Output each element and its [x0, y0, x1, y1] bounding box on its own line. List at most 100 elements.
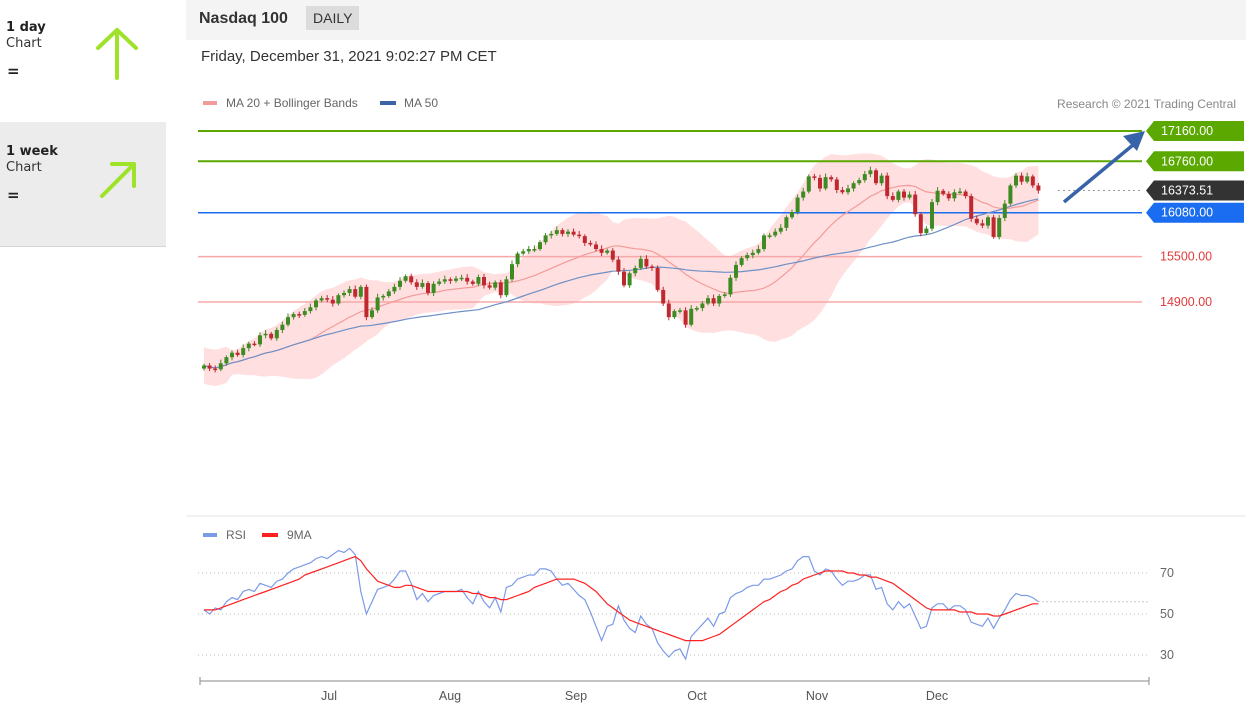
candle-body	[795, 197, 800, 212]
candle-body	[566, 231, 570, 234]
candle-body	[924, 228, 929, 234]
candle-body	[308, 307, 313, 312]
candle-body	[409, 276, 414, 283]
candle-body	[202, 365, 206, 369]
candle-body	[426, 283, 430, 293]
candle-body	[750, 252, 755, 256]
arrow-up-icon	[96, 28, 138, 80]
candle-body	[252, 343, 257, 346]
forecast-arrow	[1062, 138, 1141, 204]
rsi-ma-line	[204, 555, 1039, 642]
candle-body	[1036, 185, 1041, 191]
chart-panel: Nasdaq 100 DAILY Friday, December 31, 20…	[186, 0, 1246, 711]
candle-body	[683, 310, 688, 325]
candle-body	[627, 273, 632, 286]
candle-body	[885, 175, 890, 197]
x-tick-label: Jul	[321, 689, 337, 703]
candle-body	[476, 277, 481, 284]
candle-body	[778, 227, 783, 232]
candle-body	[230, 352, 234, 358]
candle-body	[258, 335, 262, 345]
candle-body	[241, 348, 246, 355]
candle-body	[907, 194, 912, 198]
candle-body	[846, 188, 850, 193]
candle-body	[896, 191, 901, 200]
candle-body	[571, 231, 576, 235]
bollinger-band-area	[204, 153, 1039, 386]
candle-body	[913, 194, 918, 215]
legend-rsi-ma-swatch	[262, 533, 278, 537]
candle-body	[280, 324, 285, 330]
interval-badge[interactable]: DAILY	[306, 6, 360, 30]
candle-body	[386, 291, 391, 296]
candle-body	[515, 253, 520, 265]
candle-body	[991, 217, 996, 237]
candle-body	[666, 303, 671, 318]
candle-body	[381, 295, 386, 298]
candle-body	[650, 266, 654, 268]
period-panel: 1 day Chart = 1 week Chart =	[0, 0, 166, 711]
candle-body	[459, 277, 464, 280]
candle-body	[347, 289, 352, 293]
candle-body	[297, 314, 302, 316]
candle-body	[487, 285, 492, 288]
candle-body	[605, 250, 610, 253]
candle-body	[946, 193, 951, 199]
candle-body	[694, 308, 699, 310]
candle-body	[549, 233, 554, 236]
candle-body	[370, 310, 374, 318]
rsi-level-label: 30	[1160, 648, 1174, 662]
moving-averages	[203, 184, 1039, 369]
candle-body	[638, 258, 643, 268]
candle-body	[510, 264, 514, 280]
candle-body	[1019, 175, 1024, 182]
candle-body	[622, 271, 626, 286]
level-label-last: 16373.51	[1161, 184, 1213, 198]
period-signal: =	[7, 186, 20, 204]
candle-body	[644, 258, 649, 267]
legend-rsi-ma: 9MA	[287, 528, 312, 542]
candle-body	[762, 235, 766, 250]
period-title: 1 week	[6, 144, 58, 159]
candle-body	[302, 311, 307, 315]
legend-ma20-swatch	[203, 101, 217, 105]
candle-body	[224, 357, 229, 364]
candle-body	[269, 333, 274, 339]
candle-body	[560, 230, 565, 234]
candle-body	[974, 218, 979, 224]
candle-body	[538, 242, 542, 250]
level-label-support: 15500.00	[1160, 250, 1212, 264]
candle-body	[935, 190, 940, 203]
period-1-week[interactable]: 1 week Chart =	[0, 122, 166, 247]
legend-ma20: MA 20 + Bollinger Bands	[226, 96, 358, 110]
candle-body	[286, 317, 290, 325]
candle-body	[823, 177, 828, 189]
candle-body	[470, 281, 475, 284]
period-signal: =	[7, 62, 20, 80]
candle-body	[857, 180, 862, 184]
candle-body	[734, 264, 738, 278]
candle-body	[722, 294, 727, 296]
candle-body	[493, 282, 498, 288]
candle-body	[745, 255, 750, 259]
candle-body	[829, 177, 834, 180]
period-subtitle: Chart	[6, 160, 42, 175]
candle-body	[442, 279, 447, 282]
level-lines	[198, 130, 1142, 303]
candle-body	[543, 235, 548, 243]
x-ticks: Jul Aug Sep Oct Nov Dec	[321, 689, 948, 703]
level-tag-last	[1146, 180, 1244, 201]
period-1-day[interactable]: 1 day Chart =	[0, 0, 166, 124]
legend-ma50: MA 50	[404, 96, 438, 110]
candle-body	[448, 279, 453, 281]
candle-body	[986, 217, 990, 226]
candle-body	[661, 289, 666, 304]
date-line: Friday, December 31, 2021 9:02:27 PM CET	[201, 48, 497, 65]
candle-body	[325, 298, 330, 300]
candle-body	[1030, 176, 1035, 186]
x-tick-label: Oct	[687, 689, 707, 703]
level-label-support: 14900.00	[1160, 295, 1212, 309]
candle-body	[403, 276, 408, 281]
candle-body	[874, 170, 878, 184]
arrow-up-right-icon	[100, 162, 136, 198]
